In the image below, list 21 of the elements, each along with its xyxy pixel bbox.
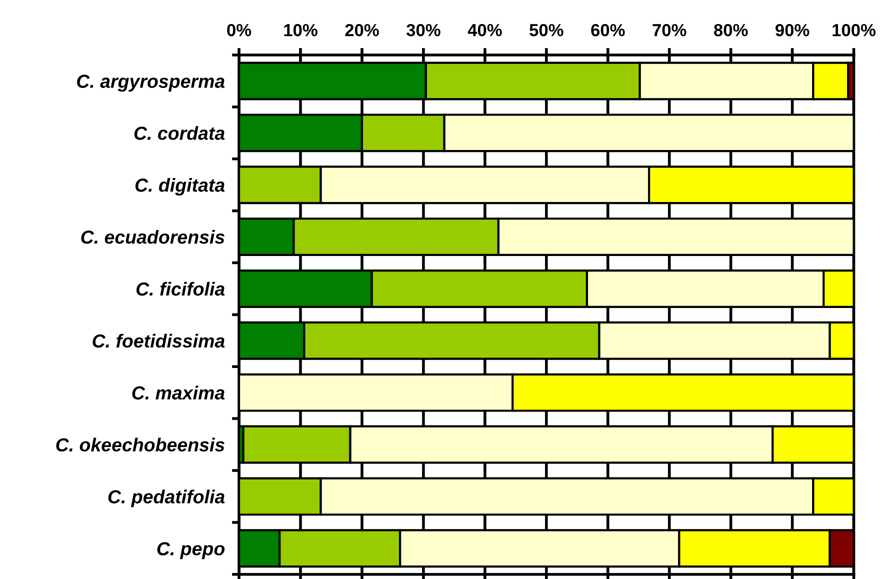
y-tick-label: C. ficifolia [136, 282, 225, 296]
y-tick-label: C. okeechobeensis [56, 438, 225, 452]
y-tick-label: C. ecuadorensis [81, 230, 225, 244]
y-tick-label: C. maxima [132, 386, 225, 400]
y-tick-label: C. argyrosperma [77, 74, 225, 92]
x-tick-label: 20% [345, 24, 379, 36]
x-tick-label: 10% [284, 24, 318, 36]
y-tick-label: C. cordata [134, 126, 225, 140]
x-tick-label: 40% [468, 24, 502, 36]
y-tick-label: C. pedatifolia [108, 490, 225, 508]
x-tick-label: 70% [652, 24, 686, 36]
y-tick-label: C. foetidissima [92, 334, 225, 348]
x-tick-label: 60% [591, 24, 625, 36]
x-tick-label: 80% [714, 24, 748, 36]
x-tick-label: 0% [227, 24, 252, 36]
x-tick-label: 50% [530, 24, 564, 36]
y-tick-label: C. digitata [135, 178, 225, 196]
x-tick-label: 90% [776, 24, 810, 36]
y-tick-label: C. pepo [157, 542, 225, 560]
x-tick-label: 30% [406, 24, 440, 36]
x-tick-label: 100% [832, 24, 876, 36]
